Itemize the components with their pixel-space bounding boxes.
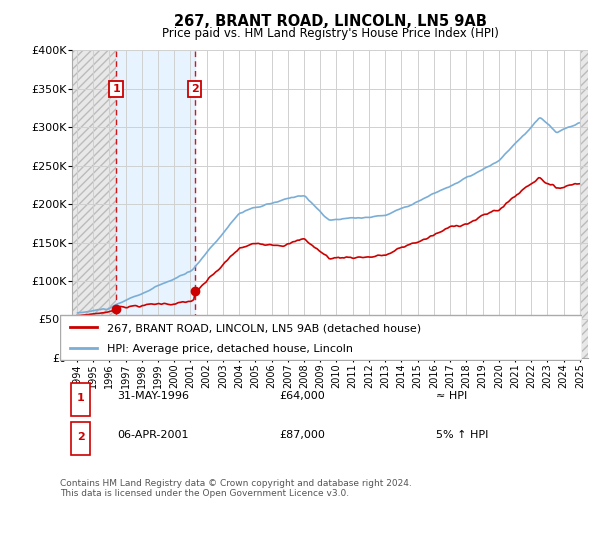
- Text: £87,000: £87,000: [279, 430, 325, 440]
- FancyBboxPatch shape: [60, 315, 582, 360]
- FancyBboxPatch shape: [71, 382, 90, 416]
- Text: 31-MAY-1996: 31-MAY-1996: [118, 391, 190, 400]
- Text: 5% ↑ HPI: 5% ↑ HPI: [436, 430, 488, 440]
- Text: 267, BRANT ROAD, LINCOLN, LN5 9AB: 267, BRANT ROAD, LINCOLN, LN5 9AB: [173, 14, 487, 29]
- Bar: [72, 50, 116, 358]
- Text: Contains HM Land Registry data © Crown copyright and database right 2024.
This d: Contains HM Land Registry data © Crown c…: [60, 479, 412, 498]
- Bar: [72, 50, 116, 358]
- Text: 1: 1: [112, 84, 120, 94]
- Text: 2: 2: [191, 84, 199, 94]
- Text: 1: 1: [77, 393, 85, 403]
- Text: 06-APR-2001: 06-APR-2001: [118, 430, 189, 440]
- FancyBboxPatch shape: [71, 422, 90, 455]
- Text: £64,000: £64,000: [279, 391, 325, 400]
- Bar: [580, 50, 588, 358]
- Bar: [116, 50, 195, 358]
- Text: 2: 2: [77, 432, 85, 442]
- Text: Price paid vs. HM Land Registry's House Price Index (HPI): Price paid vs. HM Land Registry's House …: [161, 27, 499, 40]
- Text: ≈ HPI: ≈ HPI: [436, 391, 467, 400]
- Text: 267, BRANT ROAD, LINCOLN, LN5 9AB (detached house): 267, BRANT ROAD, LINCOLN, LN5 9AB (detac…: [107, 324, 421, 334]
- Bar: [580, 50, 588, 358]
- Text: HPI: Average price, detached house, Lincoln: HPI: Average price, detached house, Linc…: [107, 344, 353, 354]
